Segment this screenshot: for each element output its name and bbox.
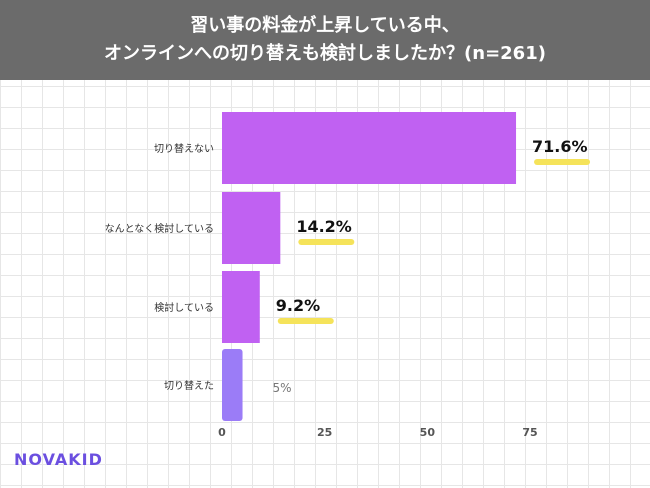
data-label: 71.6% [532,137,588,156]
chart-header: 習い事の料金が上昇している中、 オンラインへの切り替えも検討しましたか？(n=2… [0,0,650,80]
bar [222,192,281,264]
category-label: 検討している [154,301,214,314]
data-label: 14.2% [296,217,352,236]
chart-title-line1: 習い事の料金が上昇している中、 [190,15,460,36]
x-tick-label: 75 [522,426,537,439]
data-label: 9.2% [276,296,320,315]
data-label-highlight [298,239,355,245]
bar [222,271,260,343]
data-label-highlight [534,159,591,165]
bar [222,112,517,184]
data-label-highlight [277,318,334,324]
bar [222,349,243,421]
novakid-logo: NOVAKID [14,450,103,469]
x-tick-label: 50 [420,426,436,439]
chart-title-line2: オンラインへの切り替えも検討しましたか？(n=261) [104,43,546,64]
x-tick-label: 25 [317,426,332,439]
category-label: 切り替えた [164,379,214,392]
category-label: なんとなく検討している [105,222,214,235]
data-label: 5% [273,381,292,395]
x-tick-label: 0 [218,426,226,439]
category-label: 切り替えない [154,142,214,155]
